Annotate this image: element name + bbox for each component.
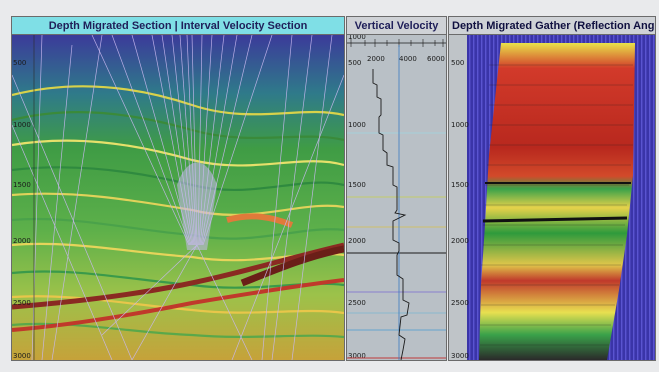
- gather-depth-tick-2000: 2000: [451, 237, 469, 245]
- gather-image: 500 1000 1500 2000 2500 3000: [449, 35, 655, 360]
- vertical-velocity-panel[interactable]: Vertical Velocity 1000 2000 4000 6000 50…: [346, 16, 447, 361]
- depth-migrated-gather-panel[interactable]: Depth Migrated Gather (Reflection Angles…: [448, 16, 656, 361]
- velocity-depth-tick-3000: 3000: [348, 352, 366, 360]
- velocity-depth-tick-2000: 2000: [348, 237, 366, 245]
- velocity-log-plot: 1000 2000 4000 6000 500 1000 1500 2000 2…: [347, 35, 446, 360]
- velocity-scale-label-6000: 6000: [427, 55, 445, 63]
- depth-tick-1000: 1000: [13, 121, 31, 129]
- velocity-depth-tick-2500: 2500: [348, 299, 366, 307]
- velocity-depth-tick-500: 500: [348, 59, 361, 67]
- velocity-scale-label-4000: 4000: [399, 55, 417, 63]
- velocity-plot[interactable]: 1000 2000 4000 6000 500 1000 1500 2000 2…: [347, 35, 446, 360]
- velocity-depth-tick-1000: 1000: [348, 121, 366, 129]
- velocity-scale-label-1000: 1000: [348, 35, 366, 41]
- gather-depth-tick-500: 500: [451, 59, 464, 67]
- velocity-panel-title: Vertical Velocity: [347, 17, 446, 35]
- gather-depth-tick-1500: 1500: [451, 181, 469, 189]
- depth-tick-1500: 1500: [13, 181, 31, 189]
- gather-depth-tick-1000: 1000: [451, 121, 469, 129]
- velocity-scale-label-2000: 2000: [367, 55, 385, 63]
- depth-tick-500: 500: [13, 59, 26, 67]
- gather-depth-tick-2500: 2500: [451, 299, 469, 307]
- depth-tick-2500: 2500: [13, 299, 31, 307]
- velocity-depth-tick-1500: 1500: [348, 181, 366, 189]
- gather-depth-tick-3000: 3000: [451, 352, 469, 360]
- depth-tick-2000: 2000: [13, 237, 31, 245]
- seismic-section-image: 500 1000 1500 2000 2500 3000: [12, 35, 344, 360]
- seismic-section-view[interactable]: 500 1000 1500 2000 2500 3000: [12, 35, 344, 360]
- gather-panel-title: Depth Migrated Gather (Reflection Angles…: [449, 17, 655, 35]
- section-panel-title: Depth Migrated Section | Interval Veloci…: [12, 17, 344, 35]
- depth-migrated-section-panel[interactable]: Depth Migrated Section | Interval Veloci…: [11, 16, 345, 361]
- depth-tick-3000: 3000: [13, 352, 31, 360]
- gather-view[interactable]: 500 1000 1500 2000 2500 3000: [449, 35, 655, 360]
